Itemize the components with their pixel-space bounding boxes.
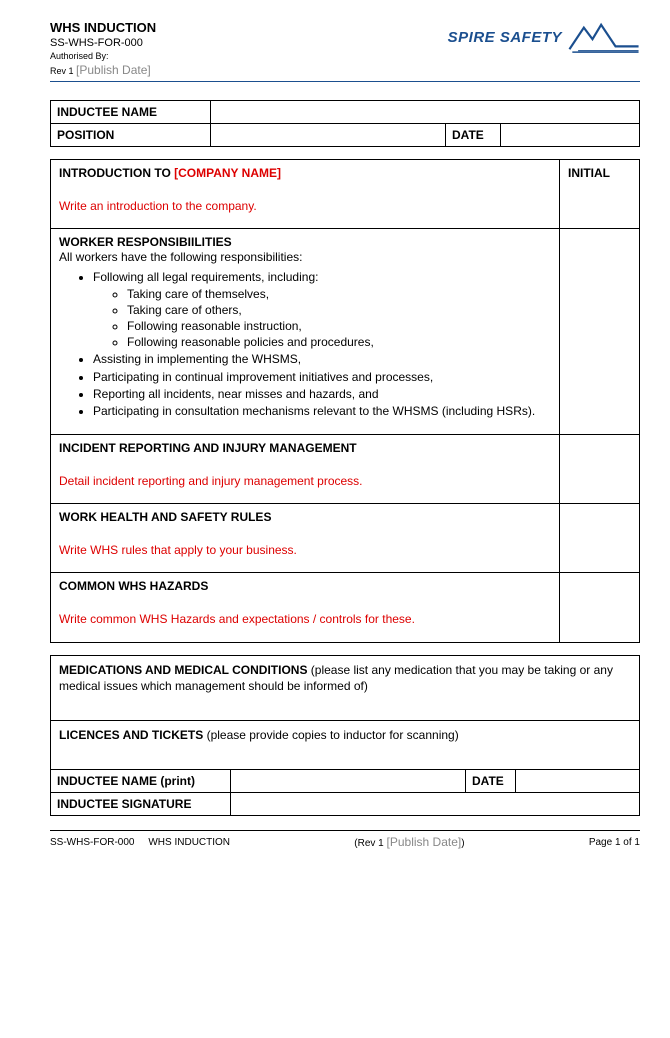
company-name-placeholder: [COMPANY NAME] <box>174 166 281 180</box>
table-row: INDUCTEE SIGNATURE <box>51 793 640 816</box>
medications-label: MEDICATIONS AND MEDICAL CONDITIONS <box>59 663 307 677</box>
list-item: Participating in consultation mechanisms… <box>93 403 551 419</box>
table-row: COMMON WHS HAZARDS Write common WHS Haza… <box>51 573 640 642</box>
worker-heading: WORKER RESPONSIBIILITIES <box>59 235 551 249</box>
signature-date-label: DATE <box>472 774 504 788</box>
incident-section: INCIDENT REPORTING AND INJURY MANAGEMENT… <box>51 435 560 504</box>
list-item: Participating in continual improvement i… <box>93 369 551 385</box>
doc-title: WHS INDUCTION <box>50 20 156 35</box>
hazards-body: Write common WHS Hazards and expectation… <box>59 611 551 627</box>
induction-sections-table: INTRODUCTION TO [COMPANY NAME] Write an … <box>50 159 640 643</box>
signature-label: INDUCTEE SIGNATURE <box>57 797 191 811</box>
authorised-by-label: Authorised By: <box>50 51 156 61</box>
intro-section: INTRODUCTION TO [COMPANY NAME] Write an … <box>51 160 560 229</box>
inductee-name-field[interactable] <box>211 101 640 124</box>
date-field[interactable] <box>501 124 640 147</box>
position-field[interactable] <box>211 124 446 147</box>
position-label: POSITION <box>51 124 211 147</box>
table-row: INDUCTEE NAME (print) DATE <box>51 770 640 793</box>
medications-cell[interactable]: MEDICATIONS AND MEDICAL CONDITIONS (plea… <box>51 655 640 720</box>
initial-field[interactable] <box>560 435 640 504</box>
worker-bullets: Following all legal requirements, includ… <box>59 269 551 419</box>
document-header: WHS INDUCTION SS-WHS-FOR-000 Authorised … <box>50 20 640 82</box>
incident-heading: INCIDENT REPORTING AND INJURY MANAGEMENT <box>59 441 551 455</box>
declaration-table: MEDICATIONS AND MEDICAL CONDITIONS (plea… <box>50 655 640 817</box>
list-item: Taking care of others, <box>127 302 551 318</box>
publish-date-placeholder: [Publish Date] <box>76 63 151 77</box>
licences-label: LICENCES AND TICKETS <box>59 728 203 742</box>
table-row: INDUCTEE NAME <box>51 101 640 124</box>
hazards-section: COMMON WHS HAZARDS Write common WHS Haza… <box>51 573 560 642</box>
list-item: Following all legal requirements, includ… <box>93 269 551 350</box>
doc-id: SS-WHS-FOR-000 <box>50 37 156 49</box>
table-row: WORK HEALTH AND SAFETY RULES Write WHS r… <box>51 504 640 573</box>
logo-mountain-icon <box>568 20 640 54</box>
worker-responsibilities-section: WORKER RESPONSIBIILITIES All workers hav… <box>51 229 560 435</box>
page-footer: SS-WHS-FOR-000 WHS INDUCTION (Rev 1 [Pub… <box>50 830 640 849</box>
footer-rev-prefix: (Rev 1 <box>354 838 386 849</box>
signature-field[interactable] <box>231 793 640 816</box>
licences-cell[interactable]: LICENCES AND TICKETS (please provide cop… <box>51 721 640 770</box>
inductee-print-label: INDUCTEE NAME (print) <box>57 774 195 788</box>
footer-page: Page 1 of 1 <box>589 837 640 848</box>
rules-body: Write WHS rules that apply to your busin… <box>59 542 551 558</box>
initial-field[interactable] <box>560 504 640 573</box>
revision-line: Rev 1 [Publish Date] <box>50 63 156 77</box>
logo-text: SPIRE SAFETY <box>448 29 562 46</box>
rules-section: WORK HEALTH AND SAFETY RULES Write WHS r… <box>51 504 560 573</box>
rules-heading: WORK HEALTH AND SAFETY RULES <box>59 510 551 524</box>
intro-heading-prefix: INTRODUCTION TO <box>59 166 174 180</box>
footer-rev-suffix: ) <box>461 838 464 849</box>
footer-center: (Rev 1 [Publish Date]) <box>354 835 464 849</box>
logo: SPIRE SAFETY <box>448 20 640 54</box>
initial-field[interactable] <box>560 573 640 642</box>
list-item: Following reasonable instruction, <box>127 318 551 334</box>
page: WHS INDUCTION SS-WHS-FOR-000 Authorised … <box>0 0 670 859</box>
intro-heading: INTRODUCTION TO [COMPANY NAME] <box>59 166 551 180</box>
inductee-header-table: INDUCTEE NAME POSITION DATE <box>50 100 640 147</box>
bullet-text: Following all legal requirements, includ… <box>93 270 318 284</box>
initial-header: INITIAL <box>560 160 640 229</box>
list-item: Assisting in implementing the WHSMS, <box>93 351 551 367</box>
date-label: DATE <box>446 124 501 147</box>
footer-left: SS-WHS-FOR-000 WHS INDUCTION <box>50 837 230 848</box>
intro-body: Write an introduction to the company. <box>59 198 551 214</box>
list-item: Reporting all incidents, near misses and… <box>93 386 551 402</box>
rev-label: Rev 1 <box>50 66 74 76</box>
footer-title: WHS INDUCTION <box>148 837 230 848</box>
list-item: Following reasonable policies and proced… <box>127 334 551 350</box>
table-row: INCIDENT REPORTING AND INJURY MANAGEMENT… <box>51 435 640 504</box>
hazards-heading: COMMON WHS HAZARDS <box>59 579 551 593</box>
table-row: WORKER RESPONSIBIILITIES All workers hav… <box>51 229 640 435</box>
inductee-print-field[interactable] <box>231 770 466 793</box>
incident-body: Detail incident reporting and injury man… <box>59 473 551 489</box>
worker-sub-bullets: Taking care of themselves, Taking care o… <box>93 286 551 351</box>
header-left: WHS INDUCTION SS-WHS-FOR-000 Authorised … <box>50 20 156 77</box>
footer-doc-id: SS-WHS-FOR-000 <box>50 837 134 848</box>
initial-field[interactable] <box>560 229 640 435</box>
table-row: MEDICATIONS AND MEDICAL CONDITIONS (plea… <box>51 655 640 720</box>
table-row: LICENCES AND TICKETS (please provide cop… <box>51 721 640 770</box>
inductee-name-label: INDUCTEE NAME <box>51 101 211 124</box>
licences-note: (please provide copies to inductor for s… <box>203 728 458 742</box>
list-item: Taking care of themselves, <box>127 286 551 302</box>
table-row: POSITION DATE <box>51 124 640 147</box>
signature-date-field[interactable] <box>516 770 640 793</box>
table-row: INTRODUCTION TO [COMPANY NAME] Write an … <box>51 160 640 229</box>
worker-intro-line: All workers have the following responsib… <box>59 249 551 265</box>
footer-publish-date: [Publish Date] <box>387 835 462 849</box>
